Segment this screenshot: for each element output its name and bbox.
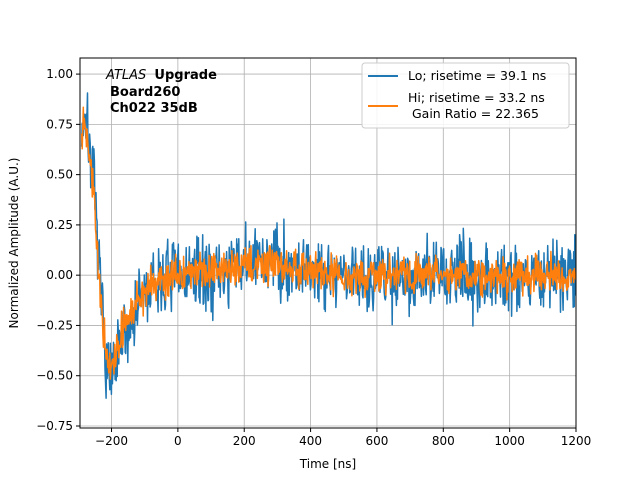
x-tick-label: 600 xyxy=(365,434,388,448)
x-tick-label: 0 xyxy=(174,434,182,448)
x-tick-label: 400 xyxy=(299,434,322,448)
legend-label-lo: Lo; risetime = 39.1 ns xyxy=(408,68,546,83)
x-tick-label: 1000 xyxy=(494,434,525,448)
legend: Lo; risetime = 39.1 ns Hi; risetime = 33… xyxy=(361,62,570,129)
y-tick-label: 0.00 xyxy=(46,268,73,282)
x-tick-label: 1200 xyxy=(561,434,592,448)
series-layer xyxy=(80,92,576,399)
x-axis: −200 0 200 400 600 800 1000 1200 xyxy=(95,428,591,448)
y-tick-label: 0.25 xyxy=(46,218,73,232)
x-tick-label: 200 xyxy=(233,434,256,448)
y-tick-label: 1.00 xyxy=(46,67,73,81)
y-tick-label: 0.75 xyxy=(46,117,73,131)
y-tick-label: −0.50 xyxy=(36,369,73,383)
y-tick-label: 0.50 xyxy=(46,168,73,182)
y-tick-label: −0.25 xyxy=(36,318,73,332)
annotation-channel: Ch022 35dB xyxy=(110,101,198,116)
annotation-board: Board260 xyxy=(110,85,180,100)
y-axis-label: Normalized Amplitude (A.U.) xyxy=(7,158,21,329)
plot-frame xyxy=(79,57,577,429)
annotation: ATLAS Upgrade Board260 Ch022 35dB xyxy=(105,68,217,116)
legend-label-gain-ratio: Gain Ratio = 22.365 xyxy=(408,106,539,121)
x-tick-label: 800 xyxy=(432,434,455,448)
annotation-upgrade: Upgrade xyxy=(154,68,217,83)
x-axis-label: Time [ns] xyxy=(299,457,356,471)
y-axis: −0.75 −0.50 −0.25 0.00 0.25 0.50 0.75 1.00 xyxy=(36,67,80,433)
y-tick-label: −0.75 xyxy=(36,419,73,433)
svg-text:ATLAS Upgrade: ATLAS Upgrade xyxy=(105,68,217,83)
series-line-1 xyxy=(80,106,576,380)
legend-box xyxy=(361,62,570,129)
x-tick-label: −200 xyxy=(95,434,128,448)
annotation-atlas: ATLAS xyxy=(105,68,146,83)
legend-label-hi: Hi; risetime = 33.2 ns xyxy=(408,90,545,105)
